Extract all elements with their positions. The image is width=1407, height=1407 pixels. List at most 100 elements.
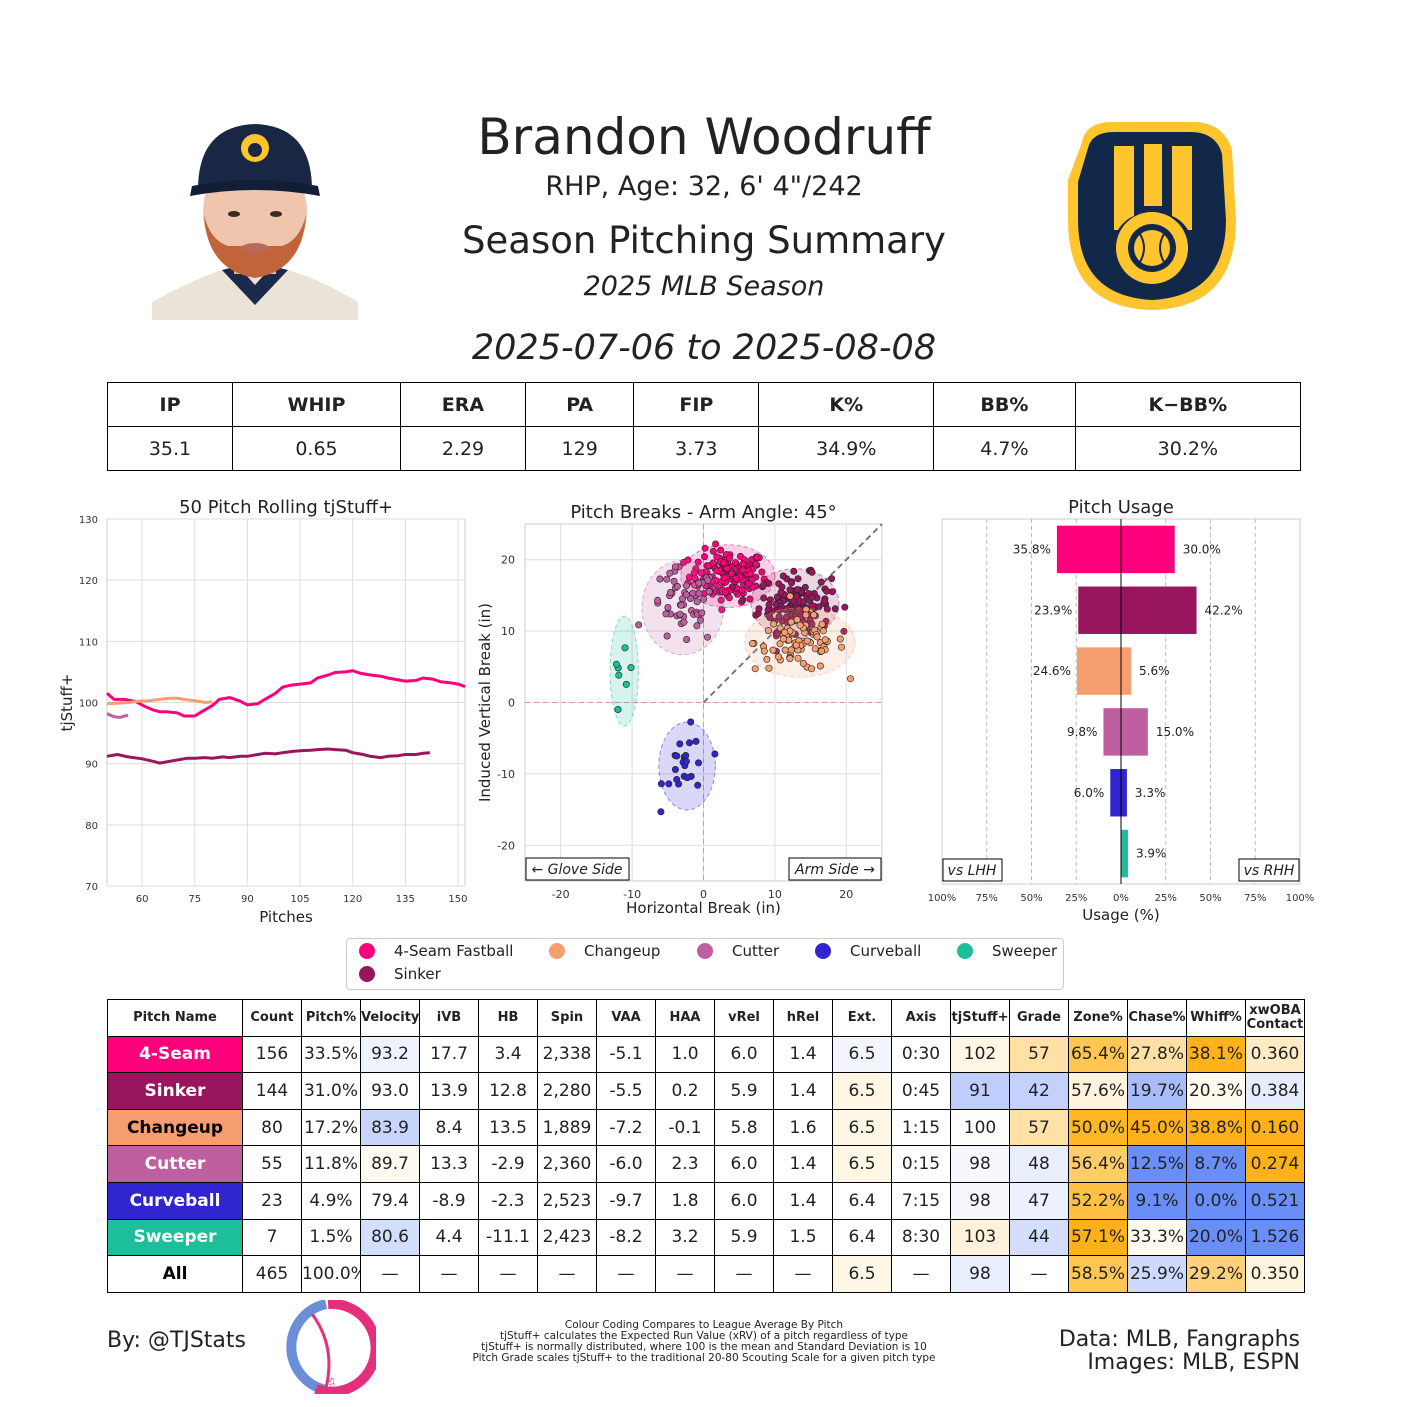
pitch-point — [693, 598, 701, 606]
table-cell: 11.8% — [301, 1145, 361, 1183]
table-cell: -0.1 — [655, 1108, 715, 1147]
y-axis-label: Induced Vertical Break (in) — [476, 603, 494, 802]
pitch-point — [758, 568, 766, 576]
pitch-point — [775, 653, 783, 661]
pitch-metrics-table: Pitch Name Count Pitch% Velocity iVB HB Spin VA… — [107, 999, 1305, 1293]
vs-lhh-label: vs LHH — [948, 863, 997, 879]
x-axis-label: Usage (%) — [1082, 906, 1159, 924]
pitch-point — [731, 559, 739, 567]
pitch-name-cell: Curveball — [107, 1181, 243, 1220]
pitch-point — [698, 609, 706, 617]
table-cell: 57 — [1009, 1035, 1069, 1074]
pitch-name-cell: Changeup — [107, 1108, 243, 1147]
arm-side-label: Arm Side → — [794, 862, 875, 878]
legend-label: 4-Seam Fastball — [394, 942, 514, 960]
footer-note: tjStuff+ is normally distributed, where … — [481, 1341, 927, 1353]
pitch-point — [697, 616, 705, 624]
y-tick-label: 120 — [79, 576, 98, 587]
pitch-point — [692, 737, 700, 745]
usage-bar-lhh — [1076, 647, 1121, 695]
pitch-point — [732, 574, 740, 582]
usage-bar-rhh — [1121, 525, 1175, 574]
vs-rhh-box — [1238, 858, 1300, 882]
x-tick-label: 0 — [700, 888, 707, 901]
column-header: Count — [242, 999, 302, 1037]
pitch-name-cell: Sweeper — [107, 1218, 243, 1257]
table-cell: 52.2% — [1068, 1181, 1128, 1220]
column-header: HAA — [655, 999, 715, 1037]
pitch-point — [775, 613, 783, 621]
table-cell: 12.8 — [478, 1072, 538, 1110]
pitch-point — [775, 580, 783, 588]
table-cell: 0.2 — [655, 1072, 715, 1110]
pitch-point — [764, 627, 772, 635]
pitch-point — [621, 644, 629, 652]
table-cell: 8.7% — [1186, 1145, 1246, 1183]
pitch-point — [720, 559, 728, 567]
table-cell: — — [1009, 1255, 1069, 1293]
table-cell: 1.5 — [773, 1218, 833, 1257]
table-cell: 4.4 — [419, 1218, 479, 1257]
pitch-point — [751, 665, 759, 673]
pitch-point — [723, 565, 731, 573]
table-cell: 0:15 — [891, 1145, 951, 1183]
pitch-point — [803, 637, 811, 645]
table-cell: 27.8% — [1127, 1035, 1187, 1074]
stat-header: K−BB% — [1074, 382, 1302, 427]
pitch-point — [725, 594, 733, 602]
table-cell: 23 — [242, 1181, 302, 1220]
column-header: Ext. — [832, 999, 892, 1037]
pitch-point — [811, 645, 819, 653]
table-cell: 6.4 — [832, 1218, 892, 1257]
table-cell: 1.4 — [773, 1181, 833, 1220]
y-tick-label: 110 — [79, 637, 98, 648]
table-cell: -9.7 — [596, 1181, 656, 1220]
player-info: RHP, Age: 32, 6' 4"/242 — [545, 171, 863, 202]
vs-rhh-label: vs RHH — [1244, 863, 1295, 879]
table-cell: 100.0% — [301, 1255, 361, 1293]
table-cell: 2,280 — [537, 1072, 597, 1110]
table-cell: 1.5% — [301, 1218, 361, 1257]
pitch-point — [682, 591, 690, 599]
table-cell: 0.521 — [1245, 1181, 1305, 1220]
table-cell: -5.1 — [596, 1035, 656, 1074]
table-cell: 33.3% — [1127, 1218, 1187, 1257]
footer-note: tjStuff+ calculates the Expected Run Val… — [499, 1330, 909, 1342]
pitch-point — [781, 628, 789, 636]
pitch-point — [809, 602, 817, 610]
y-tick-label: -20 — [497, 839, 515, 852]
legend-swatch — [549, 943, 565, 959]
image-source: Images: MLB, ESPN — [1087, 1350, 1300, 1375]
table-cell: 0:45 — [891, 1072, 951, 1110]
pitch-point — [779, 572, 787, 580]
table-cell: 8:30 — [891, 1218, 951, 1257]
legend-swatch — [359, 943, 375, 959]
pitch-point — [720, 574, 728, 582]
table-cell: 98 — [950, 1255, 1010, 1293]
y-tick-label: 80 — [85, 821, 98, 832]
table-row: Sinker 144 31.0% 93.0 13.9 12.8 2,280 -5.5 0.2 5.… — [107, 1072, 1305, 1110]
pitch-point — [677, 601, 685, 609]
table-cell: 1.0 — [655, 1035, 715, 1074]
usage-bar-rhh — [1121, 647, 1132, 695]
table-cell: 0.360 — [1245, 1035, 1305, 1074]
pitch-point — [728, 583, 736, 591]
pitch-point — [615, 671, 623, 679]
arm-side-box — [788, 857, 882, 881]
vs-lhh-box — [942, 858, 1003, 882]
table-cell: 12.5% — [1127, 1145, 1187, 1183]
pitch-point — [701, 553, 709, 561]
table-cell: -11.1 — [478, 1218, 538, 1257]
pitch-point — [817, 578, 825, 586]
table-cell: 6.0 — [714, 1181, 774, 1220]
pitch-point — [682, 751, 690, 759]
usage-label-rhh: 3.3% — [1135, 786, 1166, 800]
column-header: xwOBA Contact — [1245, 999, 1305, 1037]
pitch-table-header-row: Pitch Name Count Pitch% Velocity iVB HB Spin VA… — [107, 999, 1305, 1037]
table-row: All 465 100.0% — — — — — — — —6.5—98—58.5% 25.9% 29.… — [107, 1255, 1305, 1293]
pitch-point — [799, 659, 807, 667]
table-cell: 29.2% — [1186, 1255, 1246, 1293]
pitch-point — [657, 808, 665, 816]
stat-value: 129 — [524, 426, 635, 471]
pitch-point — [752, 560, 760, 568]
